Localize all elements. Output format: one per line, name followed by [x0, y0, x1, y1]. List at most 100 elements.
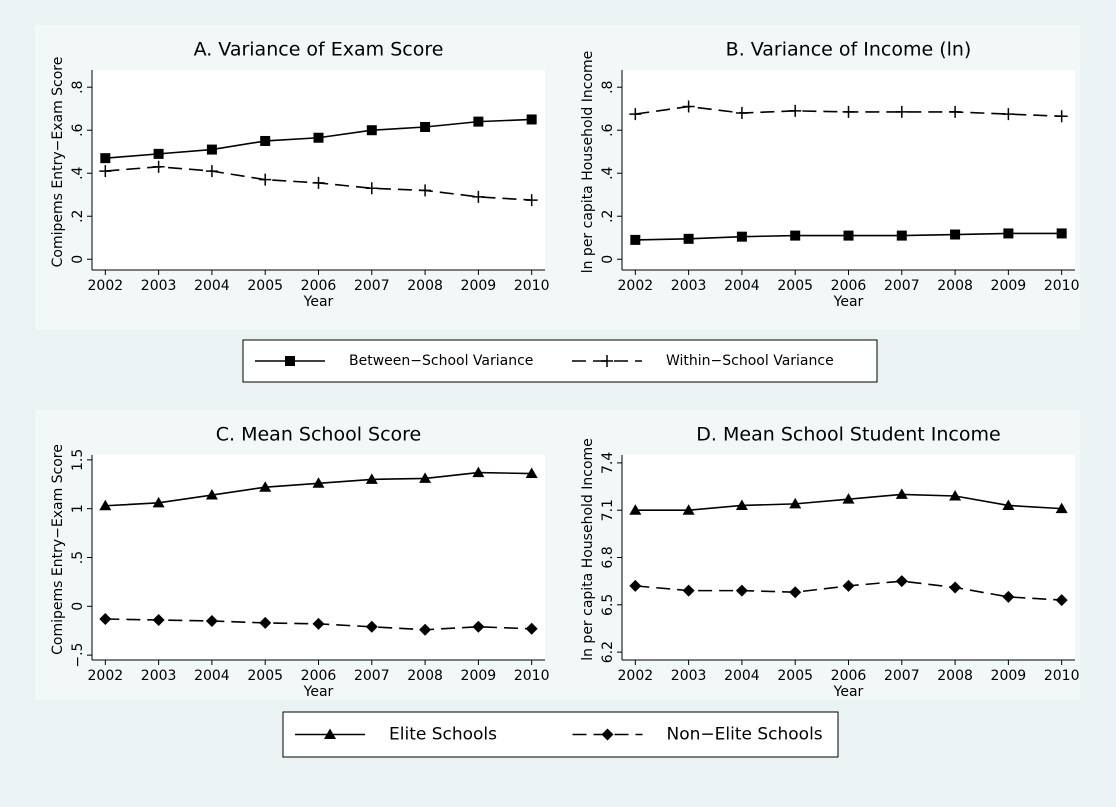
marker	[472, 190, 485, 203]
marker	[419, 184, 432, 197]
plot-area	[622, 455, 1075, 660]
marker	[99, 499, 112, 511]
y-tick-label: 0	[70, 255, 86, 264]
marker	[472, 620, 485, 633]
y-tick-label: 1	[70, 504, 86, 513]
marker	[842, 579, 855, 592]
y-tick-label: .4	[600, 166, 616, 179]
marker	[601, 728, 614, 741]
legend-label: Between−School Variance	[349, 353, 533, 369]
y-tick-label: .8	[70, 81, 86, 94]
marker	[1056, 228, 1067, 239]
x-tick-label: 2009	[461, 278, 497, 294]
marker	[843, 230, 854, 241]
marker	[1002, 590, 1015, 603]
marker	[895, 105, 908, 118]
x-tick-label: 2004	[724, 278, 760, 294]
y-tick-label: 6.2	[600, 641, 616, 663]
marker	[790, 230, 801, 241]
marker	[682, 504, 695, 515]
marker	[949, 105, 962, 118]
y-axis-label: Comipems Entry−Exam Score	[50, 57, 66, 268]
marker	[735, 107, 748, 120]
x-tick-label: 2006	[831, 668, 867, 684]
x-tick-label: 2008	[937, 278, 973, 294]
marker	[736, 231, 747, 242]
marker	[1002, 499, 1015, 510]
marker	[420, 121, 431, 132]
x-tick-label: 2004	[194, 278, 230, 294]
marker	[789, 497, 802, 509]
marker	[629, 108, 642, 121]
marker	[260, 135, 271, 146]
y-tick-label: 0	[600, 255, 616, 264]
x-tick-label: 2009	[991, 668, 1027, 684]
y-tick-label: 6.8	[600, 546, 616, 568]
y-tick-label: 6.5	[600, 594, 616, 616]
x-tick-label: 2010	[1044, 668, 1080, 684]
marker	[152, 613, 165, 626]
x-tick-label: 2004	[724, 668, 760, 684]
x-tick-label: 2003	[671, 668, 707, 684]
marker	[789, 586, 802, 599]
y-tick-label: −.5	[70, 643, 86, 668]
x-axis-label: Year	[303, 294, 334, 310]
marker	[629, 504, 642, 515]
marker	[842, 493, 855, 504]
x-tick-label: 2004	[194, 668, 230, 684]
marker	[949, 581, 962, 594]
x-axis-label: Year	[303, 684, 334, 700]
legend-label: Within−School Variance	[666, 353, 834, 369]
x-tick-label: 2008	[937, 668, 973, 684]
x-tick-label: 2010	[514, 668, 550, 684]
marker	[205, 165, 218, 178]
marker	[205, 489, 218, 500]
marker	[950, 229, 961, 240]
marker	[896, 230, 907, 241]
marker	[473, 116, 484, 127]
x-tick-label: 2005	[777, 278, 813, 294]
marker	[312, 477, 325, 488]
marker	[472, 466, 485, 478]
marker	[683, 233, 694, 244]
marker	[525, 622, 538, 635]
x-tick-label: 2003	[141, 278, 177, 294]
marker	[312, 617, 325, 630]
marker	[99, 613, 112, 625]
x-tick-label: 2010	[514, 278, 550, 294]
x-tick-label: 2010	[1044, 278, 1080, 294]
chart-title: D. Mean School Student Income	[696, 424, 1000, 446]
marker	[259, 173, 272, 186]
marker	[1055, 594, 1068, 607]
x-tick-label: 2002	[618, 668, 654, 684]
marker	[365, 182, 378, 195]
y-tick-label: .8	[600, 81, 616, 94]
x-tick-label: 2002	[618, 278, 654, 294]
x-tick-label: 2005	[777, 668, 813, 684]
y-axis-label: ln per capita Household Income	[580, 51, 596, 274]
plot-area	[92, 70, 545, 270]
marker	[525, 467, 538, 479]
marker	[285, 356, 295, 366]
x-axis-label: Year	[833, 684, 864, 700]
y-tick-label: 1.5	[70, 449, 86, 471]
marker	[259, 616, 272, 629]
marker	[735, 584, 748, 597]
marker	[1003, 228, 1014, 239]
marker	[949, 490, 962, 501]
chart-title: B. Variance of Income (ln)	[726, 39, 972, 61]
marker	[842, 105, 855, 118]
marker	[601, 355, 613, 367]
marker	[895, 488, 908, 499]
x-tick-label: 2008	[407, 668, 443, 684]
x-tick-label: 2007	[884, 278, 920, 294]
legend-box	[282, 711, 839, 758]
marker	[1002, 108, 1015, 121]
marker	[205, 614, 218, 627]
y-tick-label: .5	[70, 551, 86, 564]
x-tick-label: 2002	[88, 278, 124, 294]
legend-label: Non−Elite Schools	[667, 725, 823, 745]
x-tick-label: 2009	[461, 668, 497, 684]
x-tick-label: 2005	[247, 278, 283, 294]
